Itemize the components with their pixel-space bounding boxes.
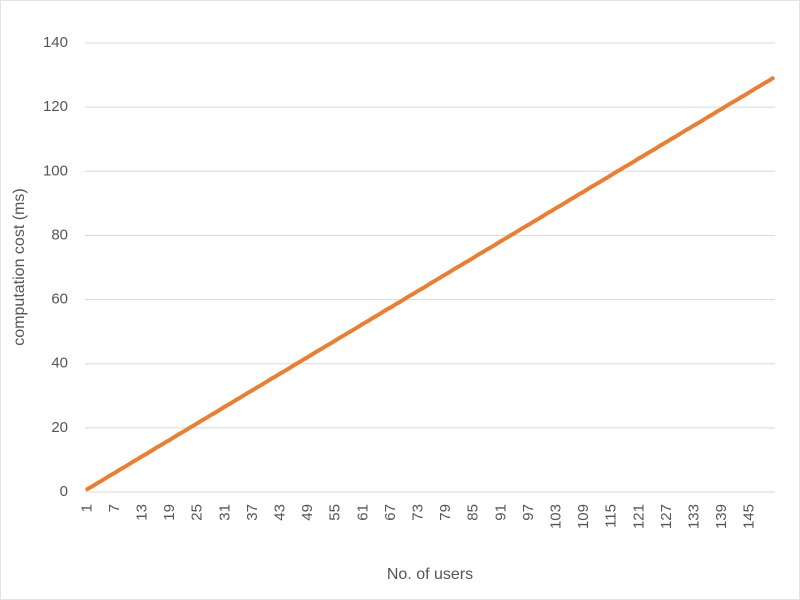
x-tick-label: 37 [244,504,261,521]
x-tick-label: 67 [382,504,399,521]
x-tick-label: 115 [603,504,620,528]
x-tick-label: 121 [630,504,647,529]
x-tick-label: 7 [106,504,123,512]
x-tick-label: 97 [520,504,537,521]
data-line [85,76,775,492]
y-tick-label: 0 [60,483,68,500]
x-tick-label: 1 [78,504,95,512]
y-tick-label: 100 [43,162,68,179]
x-tick-label: 31 [216,504,233,521]
y-tick-label: 80 [51,226,68,243]
x-tick-label: 73 [409,504,426,521]
y-tick-label: 60 [51,291,68,308]
x-tick-label: 109 [575,504,592,529]
x-tick-label: 13 [133,504,150,521]
x-tick-label: 55 [327,504,344,521]
x-tick-label: 79 [437,504,454,521]
x-tick-label: 91 [492,504,509,521]
x-tick-label: 103 [547,504,564,529]
y-axis-title: computation cost (ms) [11,188,28,345]
x-tick-label: 127 [658,504,675,529]
x-tick-label: 145 [741,504,758,529]
x-tick-label: 49 [299,504,316,521]
x-tick-label: 19 [161,504,178,521]
x-tick-label: 25 [189,504,206,521]
y-tick-label: 40 [51,355,68,372]
y-tick-label: 20 [51,419,68,436]
y-tick-label: 120 [43,98,68,115]
x-tick-label: 133 [685,504,702,529]
x-tick-label: 61 [354,504,371,521]
x-axis-title: No. of users [387,566,473,583]
x-tick-label: 85 [465,504,482,521]
y-tick-label: 140 [43,34,68,51]
x-tick-label: 139 [713,504,730,529]
x-tick-label: 43 [271,504,288,521]
